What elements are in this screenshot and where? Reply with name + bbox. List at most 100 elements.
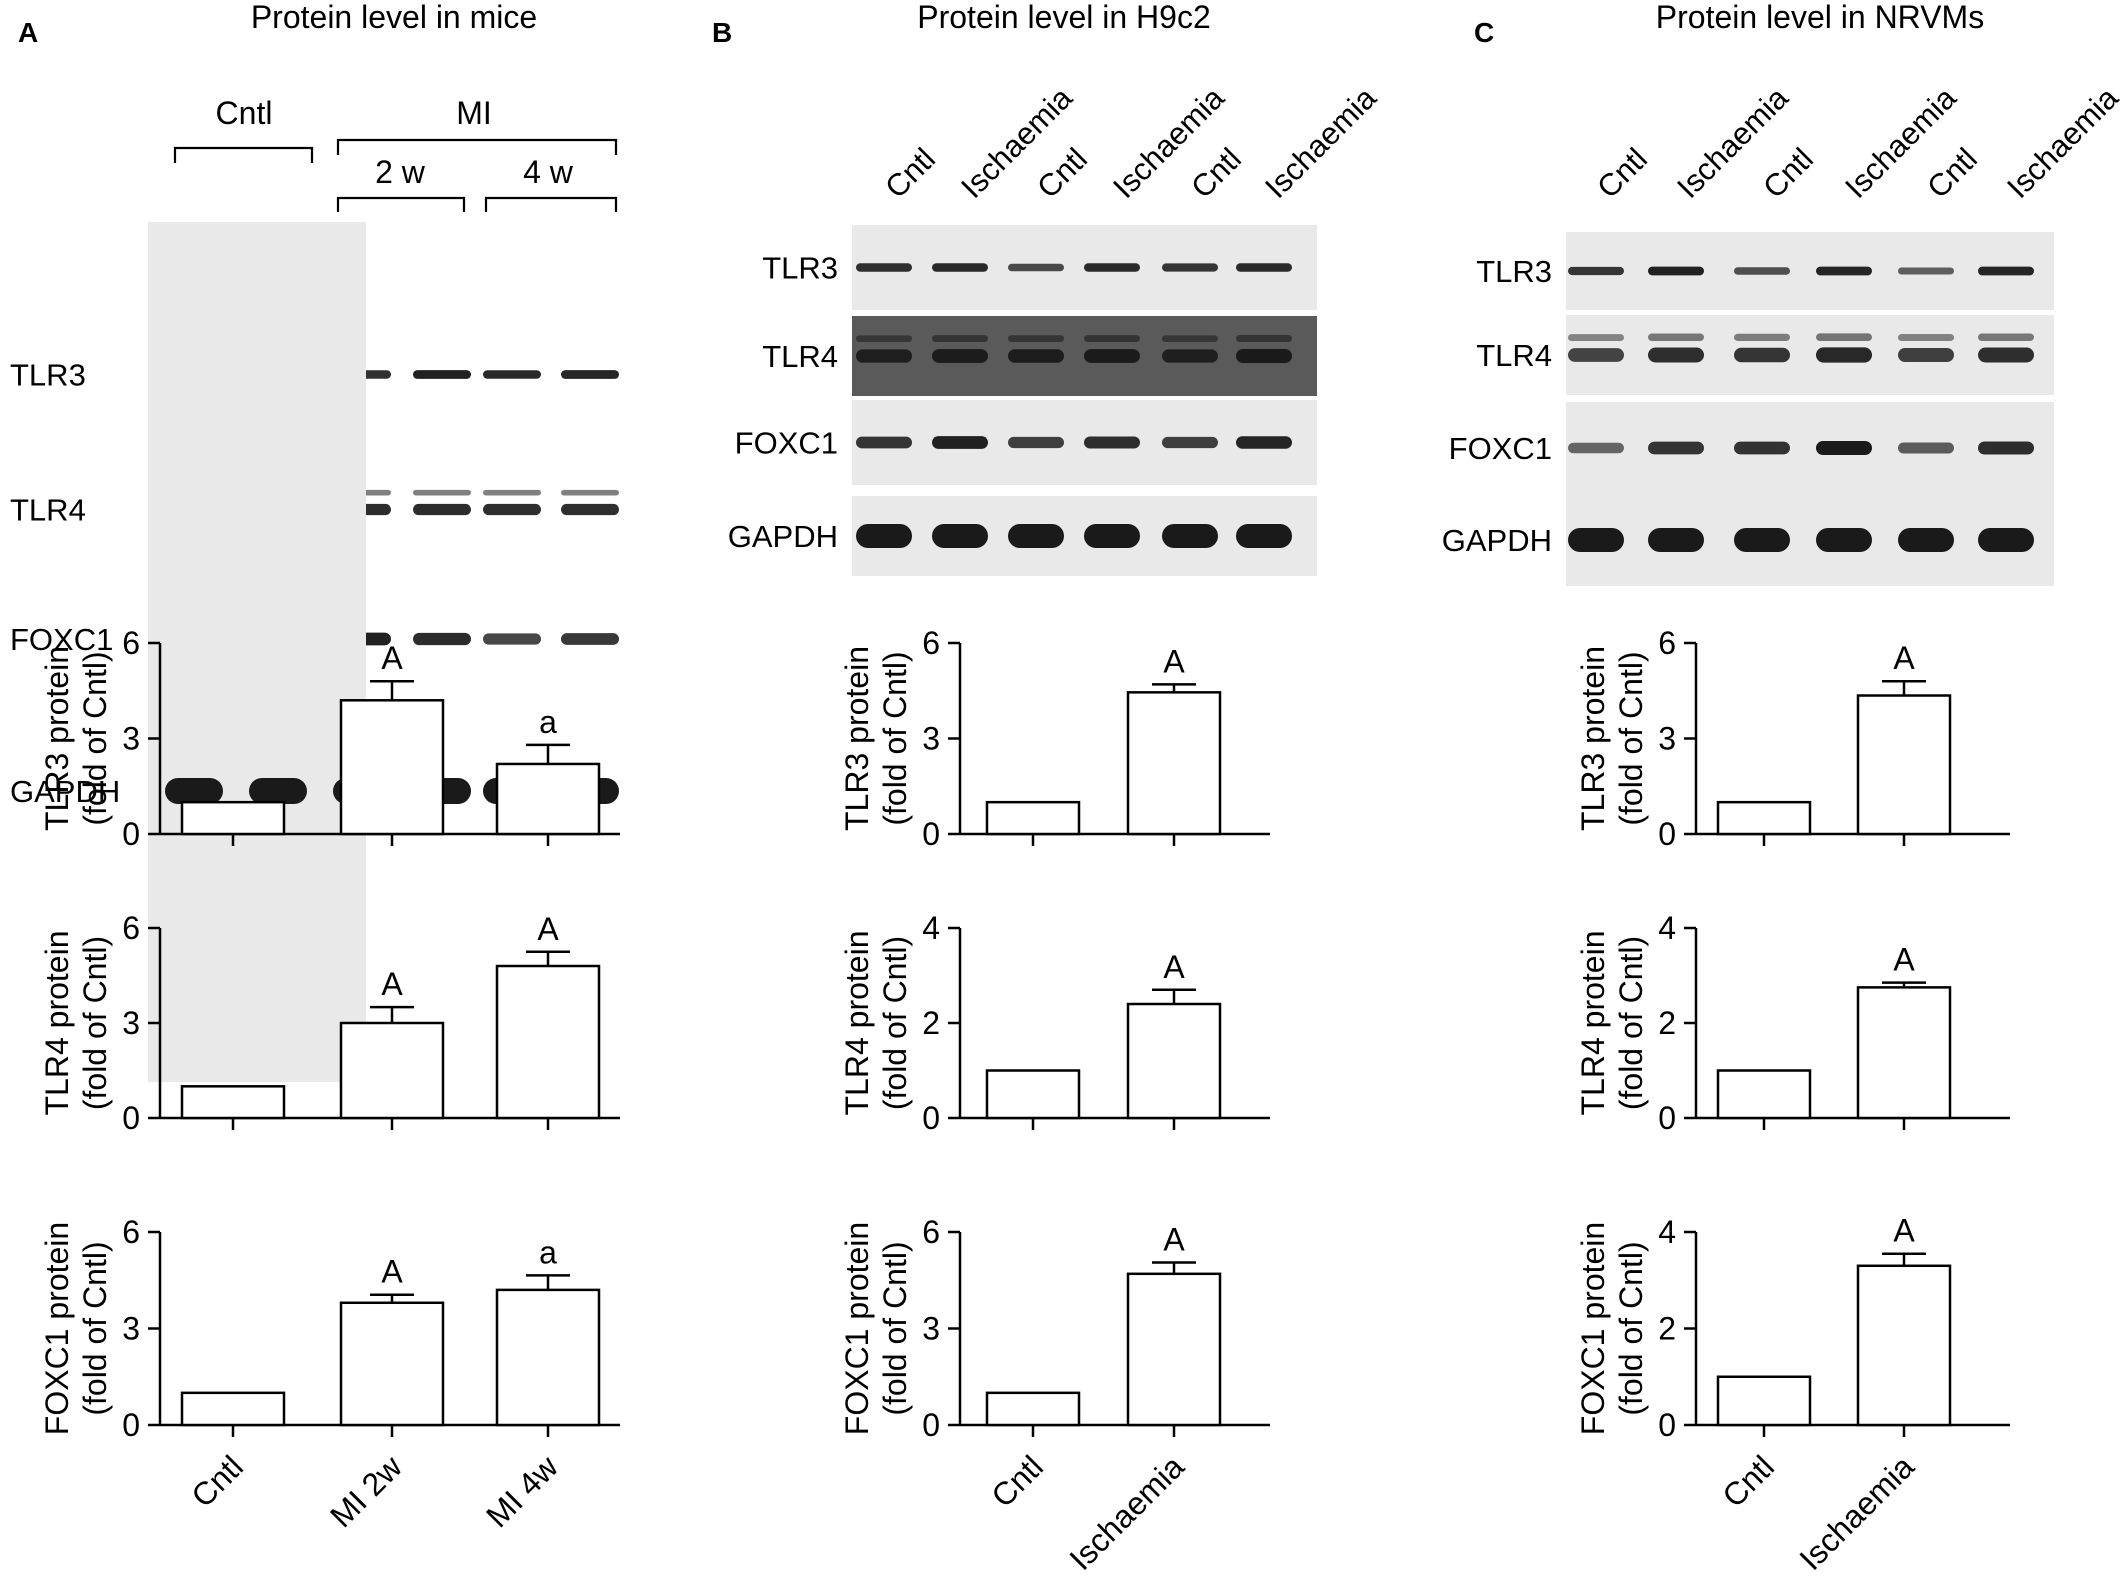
panel-letter-a: A (18, 17, 38, 48)
bar (180, 1391, 286, 1427)
blot-band (1816, 333, 1872, 341)
western-blot-a: TLR3 TLR4 FOXC1 GAPDH (10, 222, 619, 1082)
bar (1126, 691, 1222, 836)
y-tick-label: 6 (922, 1214, 940, 1250)
significance-label: A (381, 1254, 403, 1290)
blot-band (1008, 335, 1064, 342)
blot-band (1734, 528, 1790, 552)
y-tick-label: 0 (122, 1407, 140, 1443)
blot-row-label-foxc1: FOXC1 (10, 622, 113, 657)
significance-label: A (1893, 1213, 1915, 1249)
blot-band (483, 633, 541, 645)
significance-label: A (1163, 1222, 1185, 1258)
y-tick-label: 0 (1658, 1407, 1676, 1443)
y-tick-label: 6 (122, 625, 140, 661)
panel-title-a: Protein level in mice (251, 0, 537, 35)
bar (1716, 1069, 1812, 1120)
y-tick-label: 0 (922, 816, 940, 852)
lane-label: Cntl (878, 141, 942, 205)
x-category-label: Cntl (184, 1448, 250, 1514)
bar (1126, 1002, 1222, 1120)
blot-band (932, 436, 988, 449)
x-category-label: MI 4w (479, 1448, 565, 1534)
blot-band (932, 263, 988, 272)
y-tick-label: 3 (122, 721, 140, 757)
x-category-label: Cntl (1715, 1448, 1781, 1514)
significance-label: A (537, 911, 559, 947)
blot-band (1084, 335, 1140, 342)
y-tick-label: 0 (1658, 1100, 1676, 1136)
blot-band (1978, 266, 2034, 276)
blot-band (1568, 442, 1624, 454)
blot-strip-gapdh (1566, 494, 2054, 586)
panel-title-c: Protein level in NRVMs (1656, 0, 1984, 35)
blot-row-label-foxc1: FOXC1 (735, 426, 838, 461)
bar (985, 1391, 1081, 1427)
blot-band (1008, 349, 1064, 363)
blot-band (856, 436, 912, 449)
blot-band (1084, 436, 1140, 449)
panel-letter-c: C (1474, 17, 1494, 48)
blot-row-label-gapdh: GAPDH (728, 519, 838, 554)
blot-band (1648, 333, 1704, 341)
x-category-label: Cntl (984, 1448, 1050, 1514)
blot-header-a: Cntl MI 2 w 4 w (173, 95, 618, 212)
bar (495, 762, 601, 836)
bar (180, 800, 286, 836)
blot-band (1084, 524, 1140, 548)
y-axis-label: TLR3 protein(fold of Cntl) (39, 646, 113, 831)
y-tick-label: 4 (922, 910, 940, 946)
lane-label: Cntl (1756, 141, 1820, 205)
bar (1716, 1375, 1812, 1427)
blot-row-label-tlr3: TLR3 (1476, 254, 1552, 289)
blot-band (1008, 524, 1064, 548)
blot-band (413, 503, 471, 516)
blot-band (1898, 334, 1954, 341)
blot-band (1898, 348, 1954, 362)
blot-band (1568, 528, 1624, 552)
y-axis-label: TLR4 protein(fold of Cntl) (839, 931, 913, 1116)
significance-label: A (1163, 643, 1185, 679)
y-axis-label: FOXC1 protein(fold of Cntl) (39, 1222, 113, 1435)
blot-band (483, 503, 541, 516)
y-tick-label: 4 (1658, 910, 1676, 946)
bar (180, 1085, 286, 1120)
blot-band (1236, 436, 1292, 449)
blot-row-label-tlr3: TLR3 (762, 251, 838, 286)
bar (1856, 986, 1952, 1120)
blot-band (1978, 333, 2034, 341)
blot-band (1898, 267, 1954, 275)
y-tick-label: 0 (922, 1407, 940, 1443)
blot-band (1816, 266, 1872, 276)
y-tick-label: 3 (122, 1311, 140, 1347)
blot-band (1084, 349, 1140, 363)
blot-band (483, 370, 541, 379)
y-axis-label: TLR3 protein(fold of Cntl) (1575, 646, 1649, 831)
blot-row-label-tlr4: TLR4 (10, 493, 86, 528)
lane-label: Ischaemia (2000, 80, 2125, 205)
lane-label: Cntl (1184, 141, 1248, 205)
significance-label: A (381, 640, 403, 676)
blot-band (1162, 335, 1218, 342)
bar (339, 1021, 445, 1120)
blot-band (413, 370, 471, 379)
blot-band (1236, 263, 1292, 272)
blot-strip-foxc1 (1566, 402, 2054, 494)
significance-label: A (381, 966, 403, 1002)
blot-band (1734, 347, 1790, 363)
blot-band (1648, 441, 1704, 455)
blot-band (1568, 334, 1624, 341)
blot-band (856, 524, 912, 548)
blot-band (1236, 335, 1292, 342)
y-tick-label: 0 (1658, 816, 1676, 852)
bar (1716, 800, 1812, 836)
bar (1126, 1272, 1222, 1427)
blot-band (1236, 524, 1292, 548)
blot-band (165, 778, 223, 804)
